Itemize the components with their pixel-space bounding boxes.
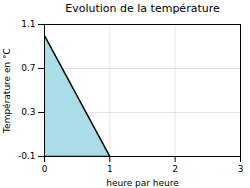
svg-text:Evolution de la température: Evolution de la température (65, 2, 220, 15)
svg-text:0: 0 (42, 164, 48, 174)
svg-text:-0.1: -0.1 (18, 151, 36, 161)
svg-text:heure par heure: heure par heure (106, 178, 179, 188)
svg-text:3: 3 (238, 164, 244, 174)
svg-text:0.7: 0.7 (21, 63, 35, 73)
svg-text:Température en °C: Température en °C (2, 48, 12, 134)
svg-text:0.3: 0.3 (21, 107, 35, 117)
svg-text:1: 1 (107, 164, 113, 174)
svg-text:1.1: 1.1 (21, 19, 35, 29)
svg-text:2: 2 (172, 164, 178, 174)
